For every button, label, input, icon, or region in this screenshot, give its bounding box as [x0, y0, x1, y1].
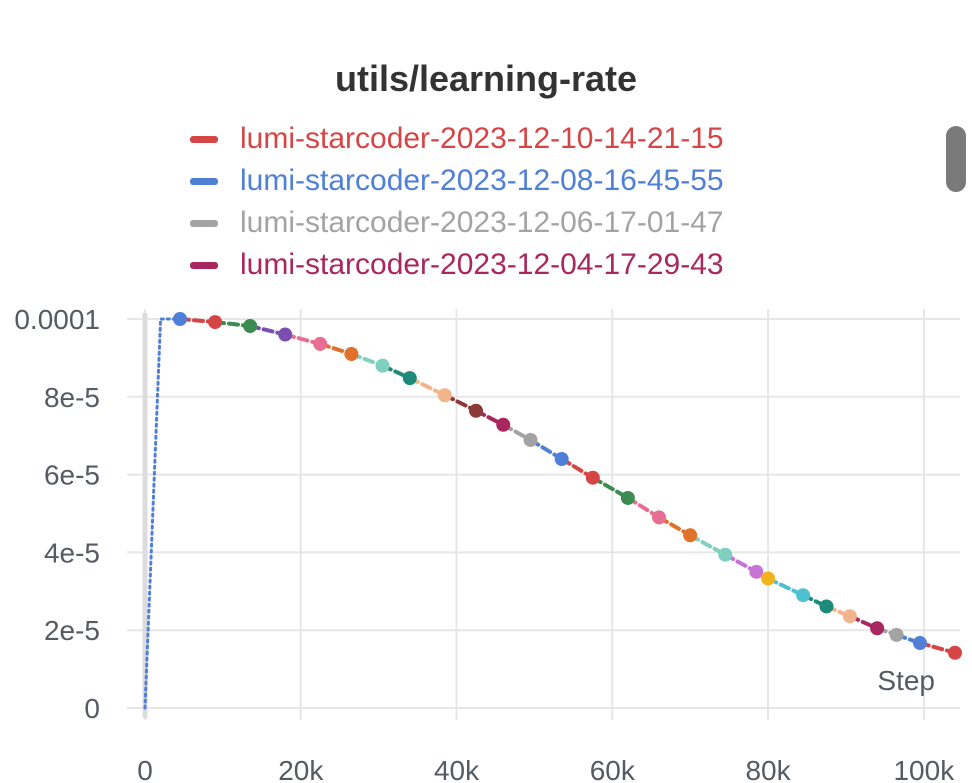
data-point[interactable]: [278, 327, 293, 342]
legend-item[interactable]: lumi-starcoder-2023-12-06-17-01-47: [190, 202, 724, 244]
y-tick-label: 8e-5: [44, 382, 100, 413]
data-point[interactable]: [819, 599, 834, 614]
x-axis-label: Step: [877, 665, 935, 696]
data-point[interactable]: [402, 371, 417, 386]
data-point[interactable]: [842, 609, 857, 624]
data-point[interactable]: [437, 388, 452, 403]
x-tick-label: 100k: [893, 755, 955, 783]
x-tick-label: 80k: [745, 755, 791, 783]
data-point[interactable]: [912, 636, 927, 651]
data-point[interactable]: [496, 417, 511, 432]
legend-swatch: [190, 261, 218, 269]
data-point[interactable]: [313, 336, 328, 351]
legend-item[interactable]: lumi-starcoder-2023-12-04-17-29-43: [190, 244, 724, 286]
legend-item[interactable]: lumi-starcoder-2023-12-10-14-21-15: [190, 118, 724, 160]
data-point[interactable]: [796, 588, 811, 603]
legend-label: lumi-starcoder-2023-12-08-16-45-55: [240, 164, 724, 197]
y-tick-label: 0.0001: [14, 304, 100, 335]
x-tick-label: 40k: [434, 755, 480, 783]
data-point[interactable]: [889, 627, 904, 642]
legend-label: lumi-starcoder-2023-12-10-14-21-15: [240, 122, 724, 155]
y-tick-label: 0: [84, 693, 100, 724]
data-point[interactable]: [344, 347, 359, 362]
series-line-warmup: [143, 317, 182, 710]
data-point[interactable]: [469, 403, 484, 418]
data-point[interactable]: [761, 571, 776, 586]
data-point[interactable]: [523, 432, 538, 447]
data-point[interactable]: [749, 564, 764, 579]
x-tick-label: 60k: [590, 755, 636, 783]
x-tick-label: 0: [137, 755, 153, 783]
series-markers: [173, 312, 962, 660]
y-tick-label: 2e-5: [44, 615, 100, 646]
data-point[interactable]: [208, 315, 223, 330]
chart-title: utils/learning-rate: [334, 58, 638, 99]
y-tick-label: 6e-5: [44, 460, 100, 491]
data-point[interactable]: [948, 645, 962, 660]
legend-item[interactable]: lumi-starcoder-2023-12-08-16-45-55: [190, 160, 724, 202]
y-axis-ticks: 0 2e-5 4e-5 6e-5 8e-5 0.0001: [14, 304, 100, 724]
data-point[interactable]: [683, 528, 698, 543]
data-point[interactable]: [375, 358, 390, 373]
data-point[interactable]: [652, 510, 667, 525]
legend-label: lumi-starcoder-2023-12-06-17-01-47: [240, 206, 724, 239]
data-point[interactable]: [870, 621, 885, 636]
data-point[interactable]: [243, 319, 258, 334]
data-point[interactable]: [718, 547, 733, 562]
chart-legend[interactable]: lumi-starcoder-2023-12-10-14-21-15 lumi-s…: [190, 118, 724, 286]
legend-swatch: [190, 135, 218, 143]
x-axis-ticks: 0 20k 40k 60k 80k 100k: [137, 755, 955, 783]
series-lines: [143, 317, 957, 710]
legend-swatch: [190, 219, 218, 227]
legend-swatch: [190, 177, 218, 185]
y-tick-label: 4e-5: [44, 537, 100, 568]
data-point[interactable]: [554, 452, 569, 467]
x-tick-label: 20k: [278, 755, 324, 783]
data-point[interactable]: [173, 312, 188, 326]
legend-scrollbar[interactable]: [946, 126, 966, 192]
data-point[interactable]: [585, 470, 600, 485]
chart-grid: [127, 309, 960, 720]
data-point[interactable]: [620, 490, 635, 505]
legend-label: lumi-starcoder-2023-12-04-17-29-43: [240, 248, 724, 281]
